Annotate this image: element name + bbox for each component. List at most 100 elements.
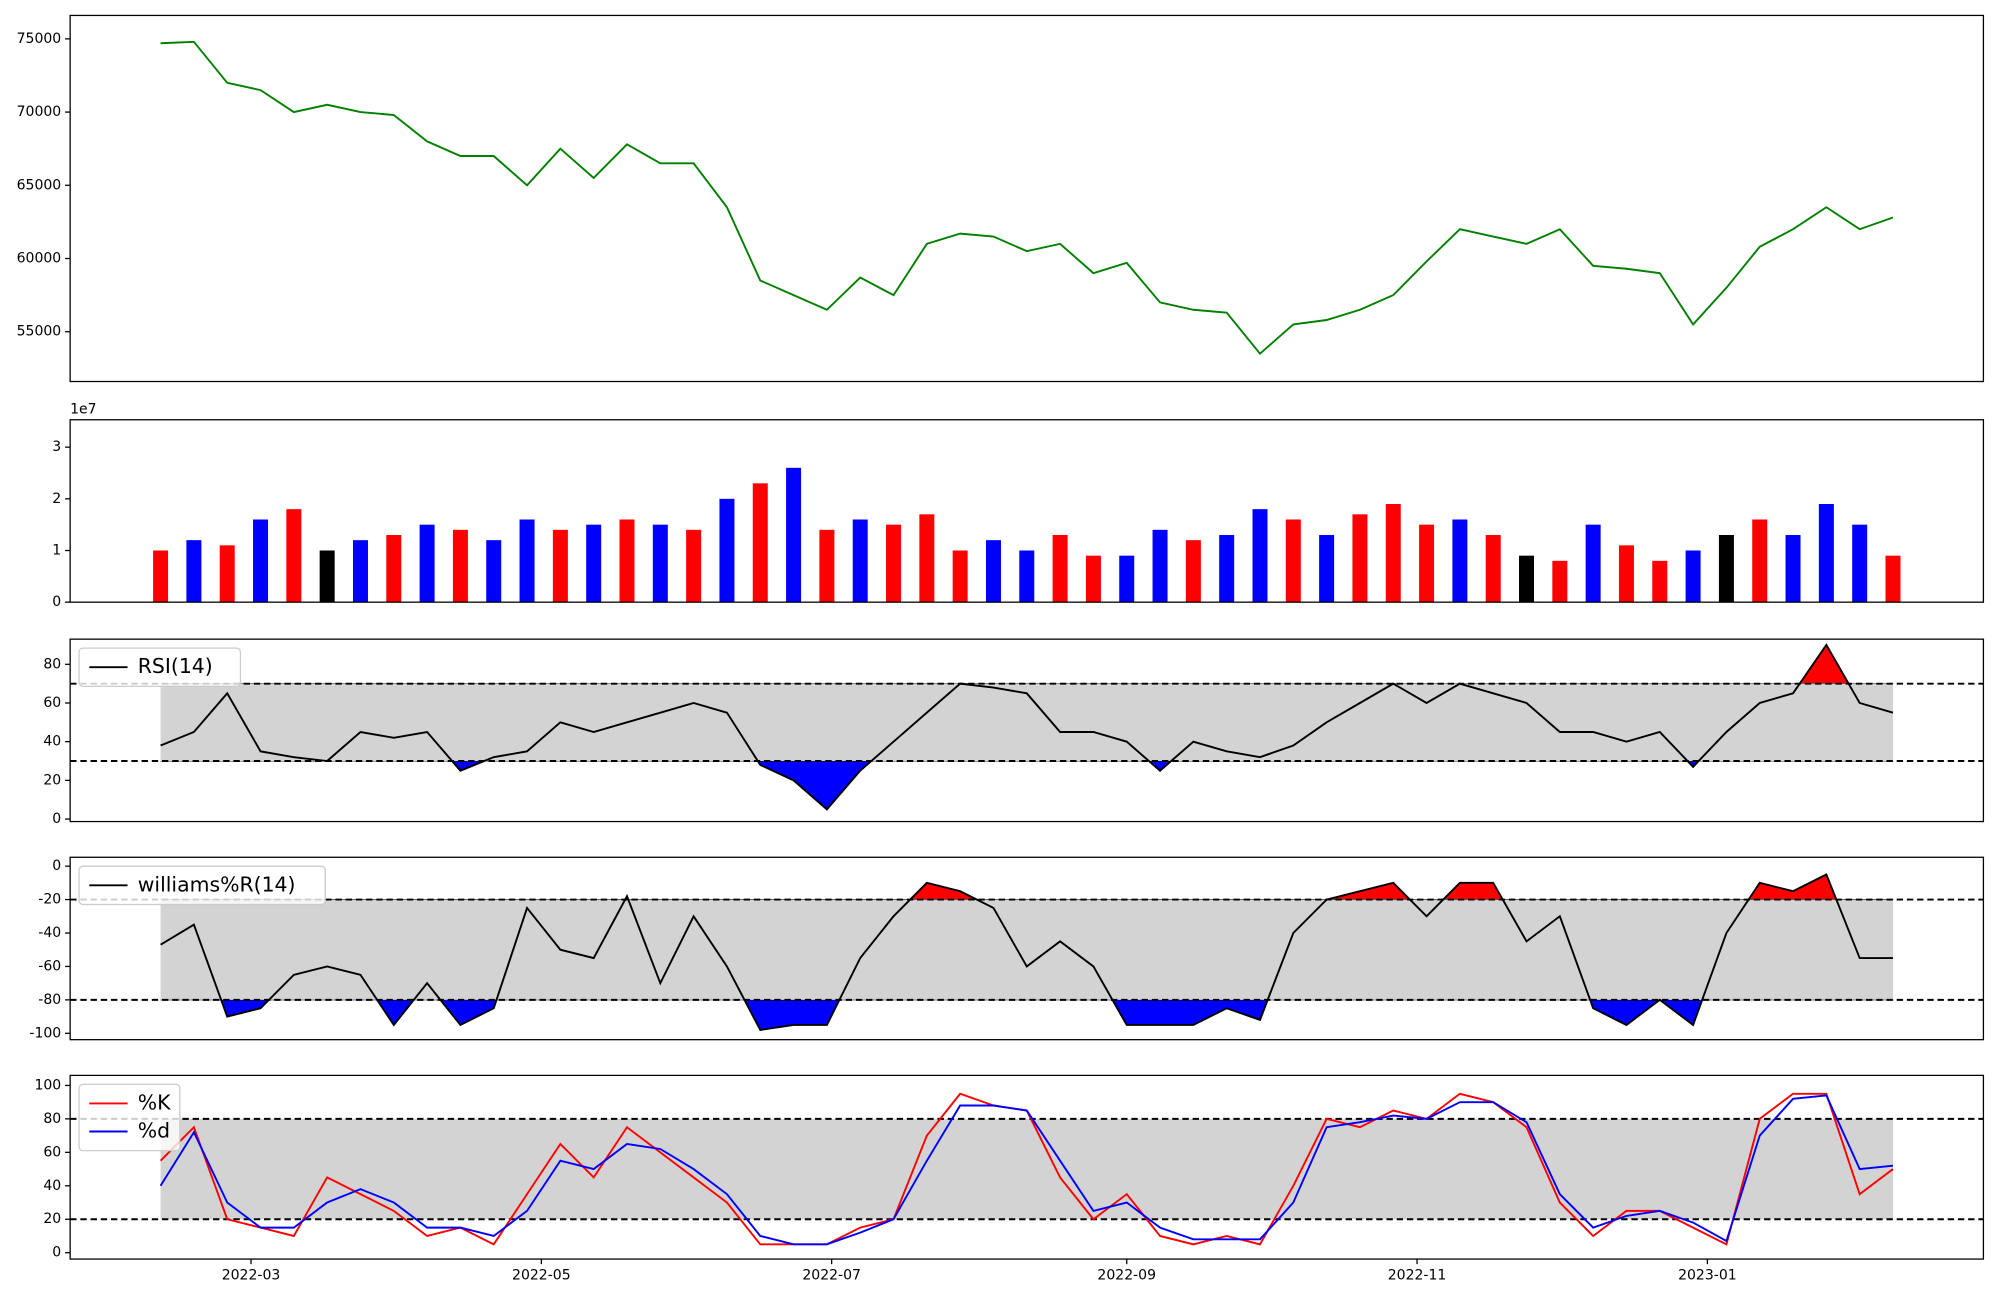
panel: 0 20 40 60 80 RSI(14) [43, 638, 1985, 827]
legend: %K %d [78, 1083, 181, 1152]
volume-bar [1519, 555, 1535, 603]
volume-bar [1285, 519, 1301, 603]
legend-box [78, 1083, 181, 1152]
legend: RSI(14) [78, 647, 242, 687]
volume-bar [819, 529, 835, 603]
x-tick-label: 2022-03 [222, 1268, 281, 1284]
y-tick-label: 20 [43, 772, 61, 788]
volume-bar [286, 509, 302, 603]
volume-bar [719, 498, 735, 603]
panel: 0 20 40 60 80 100 2022-03 2022-05 2022-07 2022-09… [34, 1074, 1985, 1284]
y-tick-label: -80 [38, 992, 61, 1008]
y-tick-label: 60000 [17, 251, 62, 267]
series-line [159, 1094, 1894, 1246]
series-line [160, 40, 1894, 356]
volume-bar [985, 540, 1001, 603]
volume-bar [652, 524, 668, 603]
volume-bar [852, 519, 868, 603]
volume-bar [352, 540, 368, 603]
legend: williams%R(14) [78, 865, 326, 906]
panel: 0 1 2 3 1e7 [52, 402, 1985, 610]
y-tick-label: 65000 [17, 177, 62, 193]
volume-bar [1052, 534, 1068, 603]
volume-bar [586, 524, 602, 603]
band [160, 899, 1893, 1000]
legend-box [78, 647, 242, 687]
volume-bar [253, 519, 269, 603]
volume-bar [1119, 555, 1135, 603]
volume-bar [552, 529, 568, 603]
y-tick-label: 55000 [17, 324, 62, 340]
y-tick-label: 100 [34, 1077, 61, 1093]
volume-bar [952, 550, 968, 603]
volume-bar [1352, 514, 1368, 603]
y-tick-label: 0 [52, 811, 61, 827]
volume-bar [1718, 534, 1734, 603]
volume-bar [219, 545, 235, 603]
legend-label: %K [138, 1090, 171, 1114]
volume-bar [686, 529, 702, 603]
panel: 55000 60000 65000 70000 75000 [17, 14, 1985, 383]
volume-bar [886, 524, 902, 603]
y-tick-label: 40 [43, 734, 61, 750]
volume-bar [452, 529, 468, 603]
fill-above [160, 873, 1894, 900]
y-tick-label: -60 [38, 958, 61, 974]
fill-above [160, 644, 1894, 684]
volume-bar [1319, 534, 1335, 603]
volume-bar [153, 550, 169, 603]
volume-bar [1685, 550, 1701, 603]
volume-bar [319, 550, 335, 603]
y-tick-label: -100 [29, 1025, 61, 1041]
y-tick-label: 40 [43, 1178, 61, 1194]
volume-bar [1152, 529, 1168, 603]
axes-frame [69, 638, 1985, 823]
y-tick-label: -40 [38, 925, 61, 941]
volume-bar [1252, 509, 1268, 603]
volume-bar [1652, 560, 1668, 603]
volume-bar [1019, 550, 1035, 603]
y-tick-label: 60 [43, 1144, 61, 1160]
axes-frame [69, 14, 1985, 383]
volume-bar [1752, 519, 1768, 603]
series-line [160, 643, 1894, 811]
volume-bar [1385, 503, 1401, 603]
axes-frame [69, 1074, 1985, 1260]
y-tick-label: -20 [38, 892, 61, 908]
y-tick-label: 0 [52, 858, 61, 874]
axes-frame [69, 419, 1985, 603]
y-tick-label: 0 [52, 1245, 61, 1261]
volume-bar [519, 519, 535, 603]
volume-bar [1485, 534, 1501, 603]
legend-label: RSI(14) [138, 654, 213, 678]
volume-bar [1818, 503, 1834, 603]
volume-bar [1552, 560, 1568, 603]
volume-bar [186, 540, 202, 603]
volume-bar [419, 524, 435, 603]
y-tick-label: 2 [52, 491, 61, 507]
volume-bar [1085, 555, 1101, 603]
legend-box [78, 865, 326, 906]
volume-bar [1452, 519, 1468, 603]
y-tick-label: 20 [43, 1211, 61, 1227]
x-tick-label: 2023-01 [1678, 1268, 1737, 1284]
band [160, 683, 1893, 762]
volume-bar [1185, 540, 1201, 603]
volume-bar [386, 534, 402, 603]
y-tick-label: 70000 [17, 104, 62, 120]
panel: -100 -80 -60 -40 -20 0 williams%R(14) [29, 856, 1985, 1041]
volume-bar [786, 467, 802, 603]
volume-bar [619, 519, 635, 603]
y-tick-label: 1 [52, 542, 61, 558]
x-tick-label: 2022-07 [802, 1268, 861, 1284]
y-tick-label: 60 [43, 695, 61, 711]
y-tick-label: 80 [43, 1111, 61, 1127]
volume-bar [486, 540, 502, 603]
series-line [160, 873, 1893, 1032]
volume-bar [919, 514, 935, 603]
volume-bar [1585, 524, 1601, 603]
volume-bar [1785, 534, 1801, 603]
y-tick-label: 80 [43, 656, 61, 672]
volume-bar [752, 483, 768, 603]
